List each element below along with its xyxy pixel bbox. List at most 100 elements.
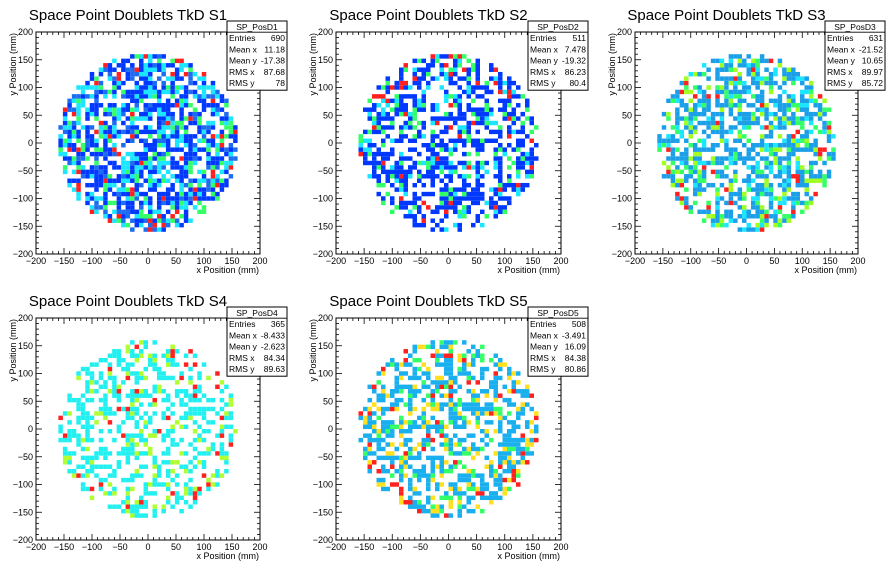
heatmap-cell: [777, 147, 783, 152]
heatmap-cell: [143, 437, 148, 443]
heatmap-cell: [795, 182, 801, 188]
heatmap-cell: [439, 402, 444, 407]
heatmap-cell: [733, 169, 738, 175]
heatmap-cell: [156, 125, 162, 130]
heatmap-cell: [453, 169, 458, 175]
heatmap-cell: [444, 89, 449, 95]
heatmap-cell: [507, 451, 512, 456]
heatmap-cell: [197, 85, 202, 90]
heatmap-cell: [121, 80, 126, 86]
heatmap-cell: [826, 156, 832, 161]
heatmap-cell: [768, 187, 774, 192]
heatmap-cell: [161, 371, 166, 376]
heatmap-cell: [148, 54, 153, 59]
heatmap-cell: [76, 120, 81, 126]
heatmap-cell: [107, 174, 113, 179]
heatmap-cell: [670, 138, 676, 143]
heatmap-cell: [165, 495, 171, 501]
heatmap-cell: [215, 473, 220, 478]
heatmap-cell: [791, 111, 796, 117]
heatmap-cell: [130, 71, 135, 77]
heatmap-cell: [675, 129, 680, 135]
y-tick-label: −200: [313, 535, 333, 545]
heatmap-cell: [179, 111, 184, 117]
heatmap-cell: [448, 353, 453, 358]
heatmap-cell: [692, 94, 698, 99]
heatmap-cell: [152, 103, 157, 108]
heatmap-cell: [112, 468, 117, 474]
heatmap-cell: [733, 218, 738, 223]
heatmap-cell: [165, 222, 171, 228]
heatmap-cell: [498, 362, 503, 367]
heatmap-cell: [697, 169, 702, 175]
heatmap-cell: [125, 200, 131, 206]
heatmap-cell: [666, 147, 671, 152]
heatmap-cell: [529, 420, 534, 425]
heatmap-cell: [453, 411, 458, 416]
heatmap-cell: [94, 129, 99, 135]
heatmap-cell: [675, 107, 680, 112]
heatmap-cell: [412, 103, 417, 108]
heatmap-cell: [112, 89, 117, 95]
heatmap-cell: [134, 129, 140, 135]
heatmap-cell: [493, 76, 498, 81]
heatmap-cell: [417, 205, 422, 210]
heatmap-cell: [112, 504, 117, 509]
heatmap-cell: [520, 393, 525, 398]
heatmap-cell: [58, 134, 63, 139]
heatmap-cell: [363, 455, 368, 461]
heatmap-cell: [759, 147, 765, 152]
heatmap-cell: [134, 134, 140, 139]
heatmap-cell: [85, 411, 90, 416]
heatmap-cell: [728, 209, 734, 215]
heatmap-cell: [715, 218, 720, 223]
heatmap-cell: [484, 111, 489, 117]
heatmap-cell: [430, 209, 435, 215]
heatmap-cell: [710, 116, 716, 121]
heatmap-cell: [174, 349, 180, 354]
heatmap-cell: [782, 169, 787, 175]
heatmap-cell: [507, 134, 512, 139]
heatmap-cell: [192, 160, 198, 166]
heatmap-cell: [174, 196, 180, 201]
heatmap-cell: [134, 116, 140, 121]
heatmap-cell: [192, 397, 198, 403]
heatmap-cell: [661, 125, 667, 130]
heatmap-cell: [94, 362, 99, 367]
heatmap-cell: [480, 138, 485, 143]
heatmap-cell: [228, 160, 234, 166]
heatmap-cell: [430, 464, 435, 469]
heatmap-cell: [156, 89, 162, 95]
heatmap-cell: [448, 384, 453, 390]
heatmap-cell: [130, 353, 135, 358]
heatmap-cell: [439, 138, 444, 143]
heatmap-cell: [192, 353, 198, 358]
heatmap-cell: [706, 125, 711, 130]
heatmap-cell: [448, 406, 453, 412]
heatmap-cell: [71, 433, 77, 438]
heatmap-cell: [421, 76, 426, 81]
heatmap-cell: [390, 406, 395, 412]
heatmap-cell: [89, 371, 95, 376]
heatmap-cell: [143, 71, 148, 77]
heatmap-cell: [808, 143, 814, 148]
heatmap-cell: [179, 437, 184, 443]
heatmap-cell: [399, 424, 404, 429]
heatmap-cell: [372, 169, 377, 175]
heatmap-cell: [421, 406, 426, 412]
heatmap-cell: [408, 455, 413, 461]
heatmap-cell: [215, 371, 220, 376]
heatmap-cell: [165, 473, 171, 478]
heatmap-cell: [520, 389, 525, 394]
heatmap-cell: [507, 89, 512, 95]
heatmap-cell: [777, 85, 783, 90]
heatmap-cell: [134, 455, 140, 461]
heatmap-cell: [444, 437, 449, 443]
heatmap-cell: [453, 486, 458, 492]
heatmap-cell: [85, 85, 90, 90]
heatmap-cell: [755, 71, 760, 77]
heatmap-cell: [742, 98, 747, 104]
heatmap-cell: [475, 178, 480, 183]
heatmap-cell: [201, 178, 207, 183]
heatmap-cell: [466, 196, 471, 201]
